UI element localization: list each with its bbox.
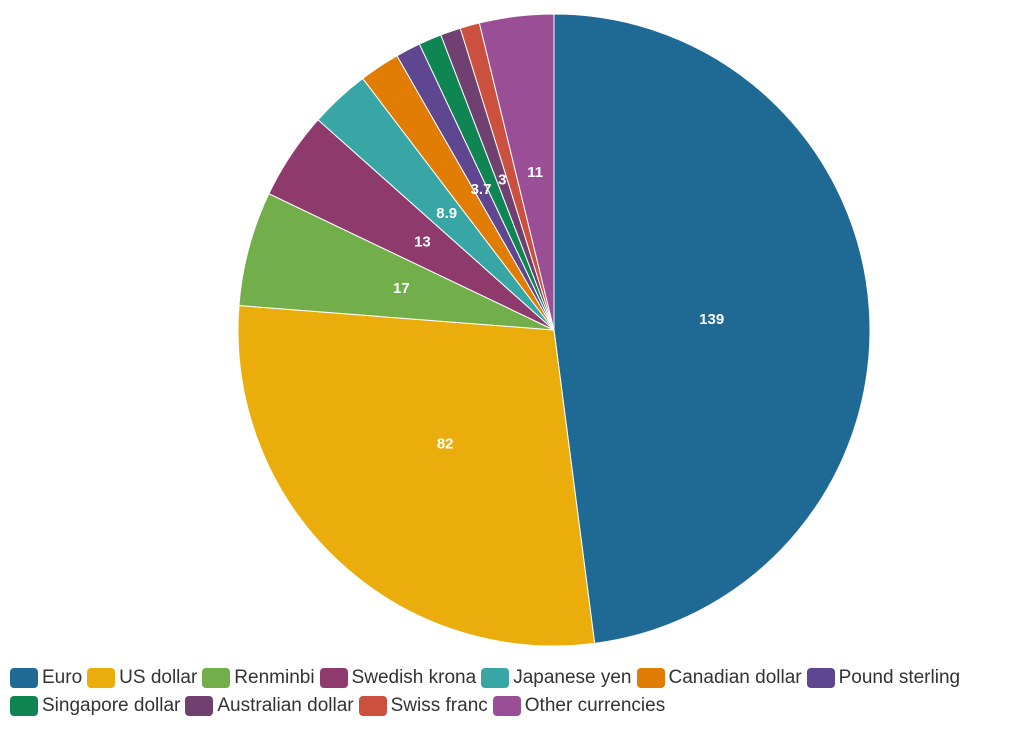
pie-slice-us-dollar[interactable] xyxy=(237,305,596,647)
slice-value-label: 11 xyxy=(527,164,543,181)
legend-item[interactable]: Canadian dollar xyxy=(636,667,802,689)
legend-swatch xyxy=(481,668,510,688)
legend-swatch xyxy=(87,668,116,688)
legend-label: Swiss franc xyxy=(390,695,488,716)
slice-value-label: 8.9 xyxy=(436,205,457,222)
legend-label: Australian dollar xyxy=(217,695,354,716)
slice-value-label: 139 xyxy=(699,311,724,328)
legend-label: Euro xyxy=(42,667,83,688)
legend-label: Renminbi xyxy=(234,667,315,688)
legend-item[interactable]: Other currencies xyxy=(492,695,666,717)
pie-slice-euro[interactable] xyxy=(553,13,871,644)
legend-swatch xyxy=(10,696,38,716)
legend-swatch xyxy=(806,668,835,688)
legend-swatch xyxy=(492,696,521,716)
legend-item[interactable]: Swedish krona xyxy=(319,667,477,689)
slice-value-label: 3.7 xyxy=(471,181,492,198)
legend: Euro US dollar Renminbi Swedish krona Japane… xyxy=(10,667,1025,717)
legend-item[interactable]: Singapore dollar xyxy=(10,695,180,717)
pie-chart: 139 82 17 13 8.9 3.7 3 11 xyxy=(237,13,871,647)
legend-swatch xyxy=(185,696,214,716)
legend-item[interactable]: Pound sterling xyxy=(806,667,961,689)
legend-item[interactable]: Japanese yen xyxy=(481,667,632,689)
legend-label: Other currencies xyxy=(524,695,666,716)
legend-swatch xyxy=(319,668,348,688)
slice-value-label: 17 xyxy=(393,280,410,297)
legend-item[interactable]: Renminbi xyxy=(202,667,315,689)
legend-label: Canadian dollar xyxy=(668,667,802,688)
legend-swatch xyxy=(202,668,231,688)
legend-label: Swedish krona xyxy=(351,667,477,688)
slice-value-label: 82 xyxy=(437,436,454,453)
pie-slices xyxy=(237,13,871,647)
legend-label: Japanese yen xyxy=(513,667,632,688)
legend-item[interactable]: US dollar xyxy=(87,667,197,689)
legend-item[interactable]: Australian dollar xyxy=(185,695,354,717)
legend-label: Pound sterling xyxy=(838,667,961,688)
pie-slice-other-currencies[interactable] xyxy=(478,13,555,331)
legend-label: US dollar xyxy=(119,667,198,688)
slice-value-label: 3 xyxy=(498,172,506,189)
legend-swatch xyxy=(636,668,665,688)
slice-value-label: 13 xyxy=(414,233,431,250)
legend-item[interactable]: Swiss franc xyxy=(358,695,488,717)
pie-labels: 139 82 17 13 8.9 3.7 3 11 xyxy=(393,164,724,452)
legend-item[interactable]: Euro xyxy=(10,667,82,689)
legend-swatch xyxy=(358,696,387,716)
legend-swatch xyxy=(10,668,38,688)
legend-label: Singapore dollar xyxy=(42,695,181,716)
